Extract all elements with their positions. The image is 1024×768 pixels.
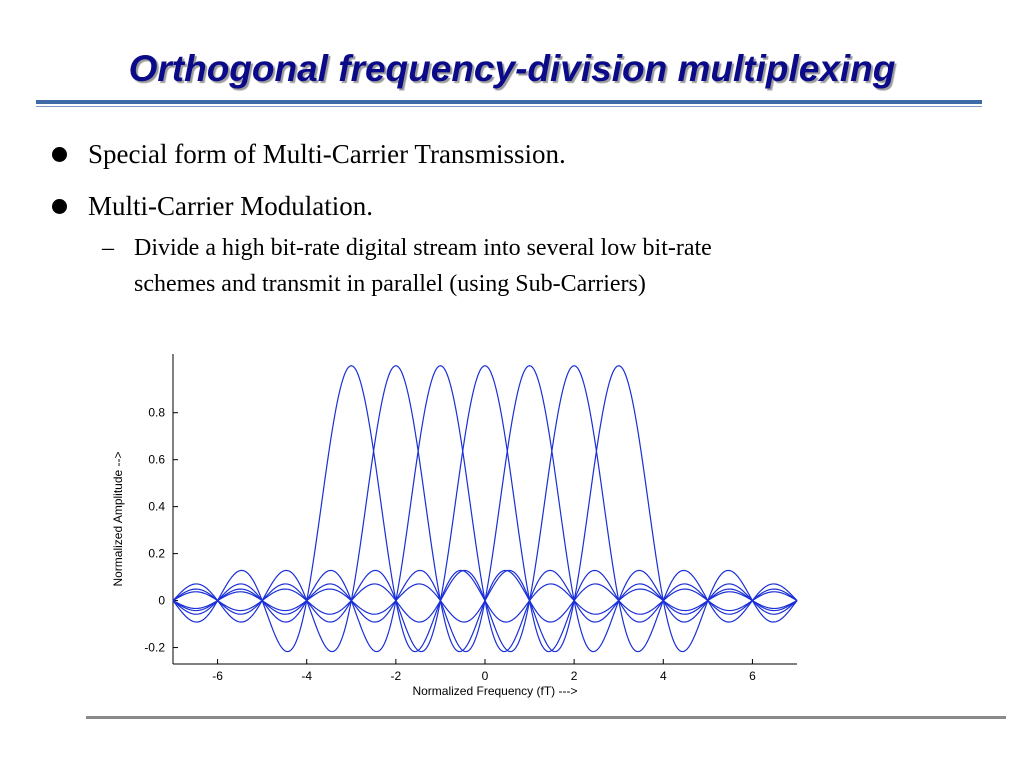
- subcarrier-curve: [172, 365, 798, 653]
- title-underline: [36, 100, 982, 104]
- subcarrier-curve: [172, 365, 798, 653]
- x-axis-label: Normalized Frequency (fT) --->: [412, 684, 577, 698]
- ofdm-subcarrier-chart: -6 -4 -2 0 2 4 6 -0.2 0 0.2 0.4 0.6 0.8 Normalized Fr…: [111, 354, 798, 698]
- y-tick-label: 0.8: [148, 406, 165, 420]
- x-tick-label: 0: [482, 669, 489, 683]
- bullet-dot-icon: [52, 199, 67, 214]
- footer-rule: [86, 716, 1006, 719]
- bullet-text: Special form of Multi-Carrier Transmissi…: [88, 139, 566, 169]
- subcarrier-curve: [172, 365, 798, 653]
- subcarrier-curve: [172, 365, 798, 653]
- title-underline-thin: [36, 106, 982, 107]
- sub-bullet-line-1: Divide a high bit-rate digital stream in…: [134, 235, 712, 261]
- y-tick-label: 0.2: [148, 547, 165, 561]
- bullet-text: Multi-Carrier Modulation.: [88, 191, 373, 221]
- y-tick-label: 0.4: [148, 500, 165, 514]
- y-tick-label: 0.6: [148, 453, 165, 467]
- subcarrier-curve: [172, 365, 798, 653]
- x-tick-label: -2: [391, 669, 402, 683]
- bullet-list: Special form of Multi-Carrier Transmissi…: [50, 136, 970, 302]
- x-tick-label: 6: [749, 669, 756, 683]
- slide-title: Orthogonal frequency-division multiplexi…: [128, 48, 896, 89]
- x-tick-label: 2: [571, 669, 578, 683]
- x-tick-label: -6: [212, 669, 223, 683]
- bullet-dot-icon: [52, 147, 67, 162]
- y-axis-label: Normalized Amplitude -->: [111, 451, 125, 586]
- y-tick-label: -0.2: [144, 641, 165, 655]
- sub-bullet-dash: –: [102, 235, 114, 261]
- bullet-item: Special form of Multi-Carrier Transmissi…: [50, 136, 970, 188]
- sub-bullet-item: – Divide a high bit-rate digital stream …: [50, 230, 970, 302]
- x-tick-label: -4: [301, 669, 312, 683]
- y-tick-label: 0: [158, 594, 165, 608]
- bullet-item: Multi-Carrier Modulation.: [50, 188, 970, 240]
- sub-bullet-line-2: schemes and transmit in parallel (using …: [134, 271, 646, 297]
- subcarrier-curve: [172, 365, 798, 653]
- x-tick-label: 4: [660, 669, 667, 683]
- subcarrier-curve: [172, 365, 798, 653]
